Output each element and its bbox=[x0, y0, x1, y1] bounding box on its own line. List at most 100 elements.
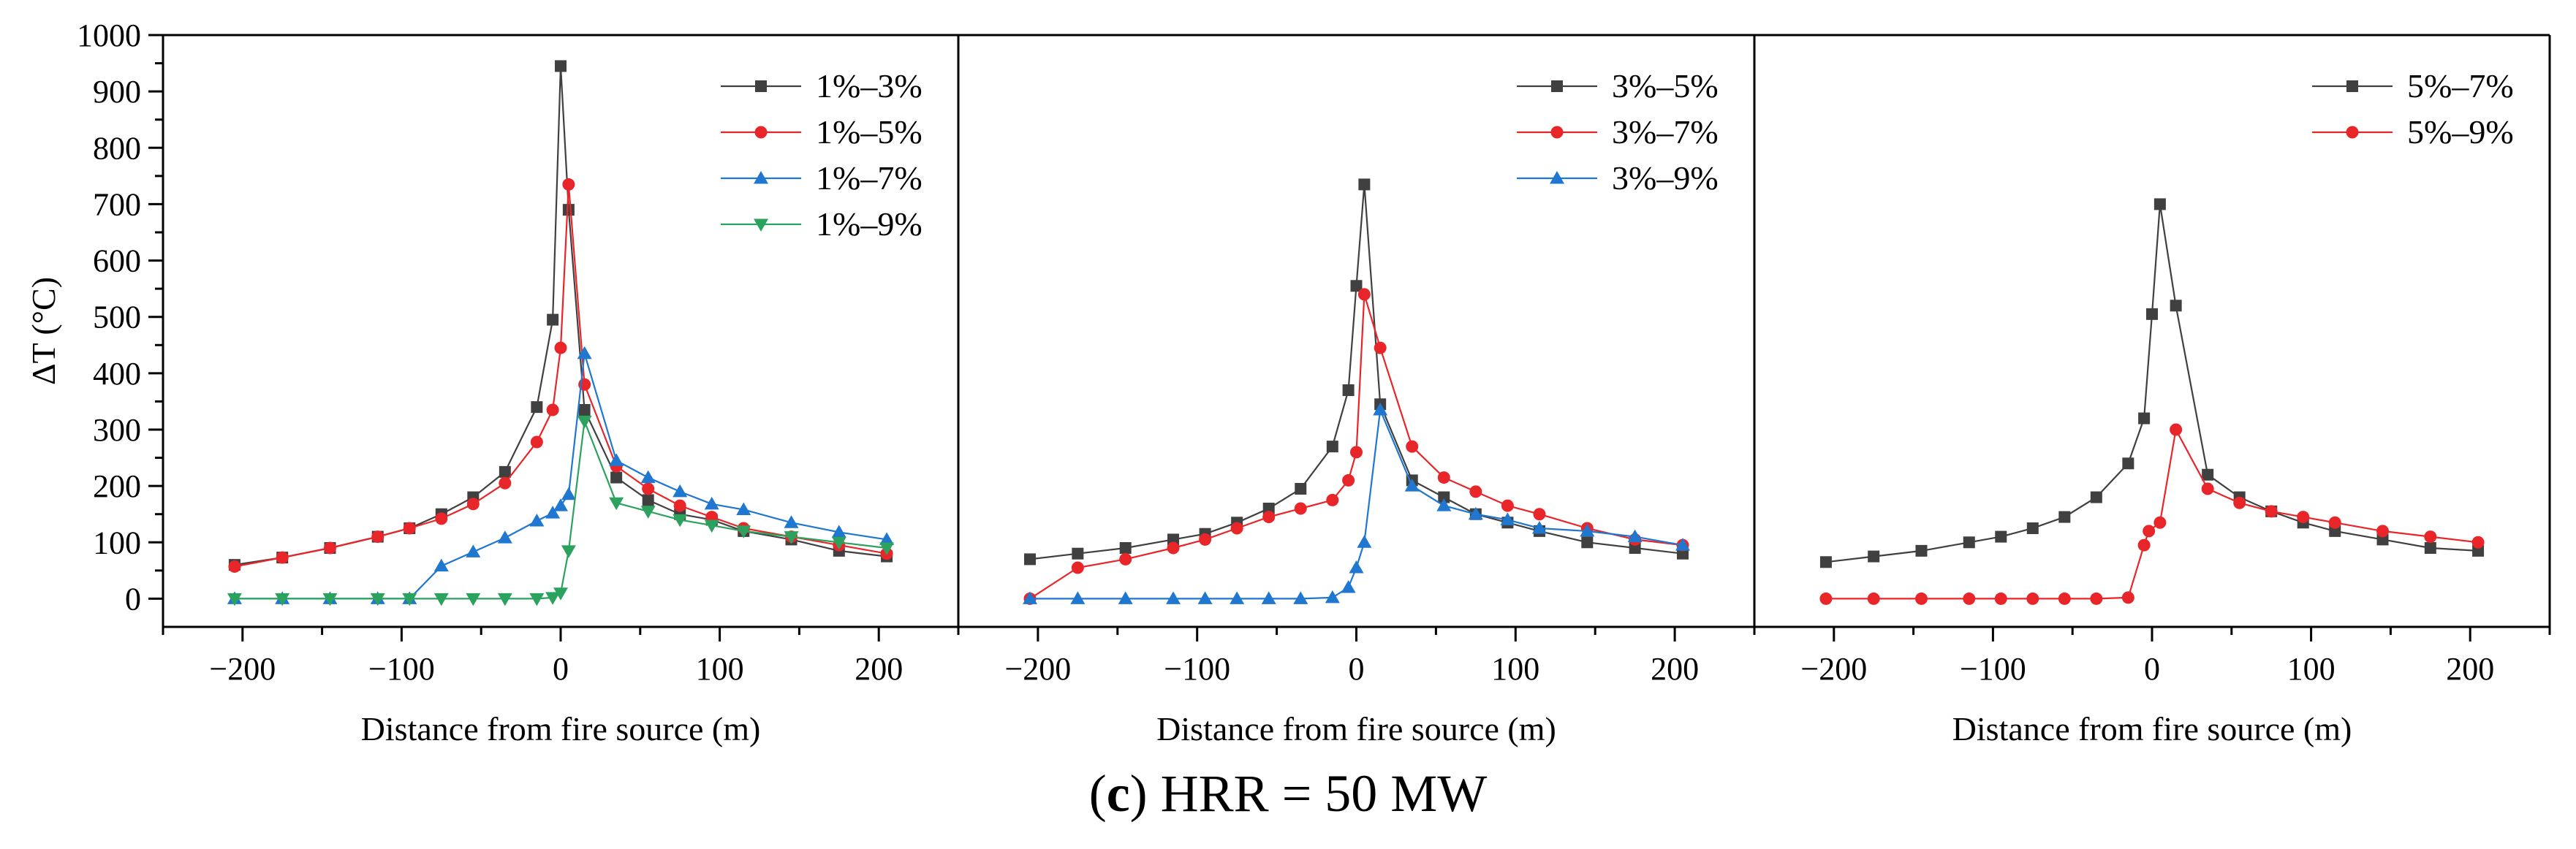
data-point bbox=[1119, 542, 1132, 554]
data-point bbox=[704, 496, 719, 510]
data-point bbox=[545, 592, 561, 605]
data-point bbox=[1994, 592, 2007, 605]
data-point bbox=[466, 593, 481, 606]
series-1 bbox=[228, 60, 893, 571]
data-point bbox=[1404, 479, 1420, 492]
data-point bbox=[1468, 506, 1483, 520]
x-tick-label: −100 bbox=[368, 651, 435, 687]
data-point bbox=[1341, 580, 1356, 593]
data-point bbox=[1629, 542, 1641, 554]
data-point bbox=[547, 313, 559, 326]
y-axis-label: ΔT (°C) bbox=[25, 277, 62, 385]
y-tick-label: 200 bbox=[93, 468, 141, 504]
legend-label: 5%–7% bbox=[2407, 67, 2514, 104]
data-point bbox=[1436, 498, 1452, 511]
data-point bbox=[1627, 529, 1643, 543]
data-point bbox=[546, 403, 559, 416]
x-tick-label: −200 bbox=[1004, 651, 1071, 687]
data-point bbox=[433, 558, 449, 572]
data-point bbox=[1262, 503, 1275, 514]
data-point bbox=[673, 484, 688, 498]
data-point bbox=[562, 204, 575, 216]
data-point bbox=[2026, 592, 2039, 605]
data-point bbox=[1295, 483, 1307, 495]
x-tick-label: 200 bbox=[1651, 651, 1699, 687]
data-point bbox=[1580, 523, 1595, 537]
data-point bbox=[2233, 496, 2246, 509]
series-line bbox=[234, 66, 887, 566]
y-tick-label: 0 bbox=[125, 581, 141, 617]
legend-label: 1%–7% bbox=[816, 159, 923, 197]
data-point bbox=[1350, 446, 1363, 459]
x-tick-label: 0 bbox=[553, 651, 569, 687]
legend-label: 1%–3% bbox=[816, 67, 923, 104]
legend-marker bbox=[754, 218, 768, 232]
legend-marker bbox=[1551, 80, 1563, 92]
data-point bbox=[1374, 341, 1387, 354]
data-point bbox=[1293, 591, 1308, 604]
data-point bbox=[323, 541, 336, 555]
x-tick-label: −100 bbox=[1164, 651, 1230, 687]
data-point bbox=[1373, 403, 1388, 416]
data-point bbox=[2122, 457, 2134, 470]
data-point bbox=[2376, 533, 2389, 546]
data-point bbox=[2202, 468, 2214, 481]
data-point bbox=[227, 593, 242, 606]
data-point bbox=[2090, 491, 2102, 503]
data-point bbox=[2201, 482, 2214, 495]
x-tick-label: 100 bbox=[696, 651, 744, 687]
series-line bbox=[1825, 204, 2479, 563]
data-point bbox=[879, 542, 895, 555]
data-point bbox=[2376, 525, 2390, 538]
data-point bbox=[1914, 592, 1928, 605]
data-point bbox=[529, 513, 545, 527]
data-point bbox=[1342, 384, 1355, 396]
series-2 bbox=[228, 178, 893, 573]
x-tick-label: −200 bbox=[1800, 651, 1867, 687]
data-point bbox=[2138, 412, 2151, 424]
data-point bbox=[553, 498, 568, 511]
legend-label: 3%–9% bbox=[1612, 159, 1719, 197]
series-line bbox=[234, 353, 887, 600]
caption-text: HRR = 50 MW bbox=[1160, 764, 1488, 823]
legend: 1%–3% 1%–5% 1%–7% 1%–9% bbox=[721, 67, 923, 243]
legend-label: 3%–7% bbox=[1612, 113, 1719, 151]
data-point bbox=[2424, 542, 2436, 554]
data-point bbox=[2424, 530, 2437, 544]
y-tick-label: 900 bbox=[93, 74, 141, 110]
legend: 3%–5% 3%–7% 3%–9% bbox=[1517, 67, 1719, 197]
data-point bbox=[2153, 198, 2166, 210]
data-point bbox=[1230, 522, 1243, 535]
figure-caption: (c) HRR = 50 MW bbox=[1088, 764, 1488, 823]
data-point bbox=[673, 514, 688, 528]
data-point bbox=[275, 593, 290, 606]
data-point bbox=[1197, 591, 1213, 604]
data-point bbox=[1326, 493, 1339, 506]
data-point bbox=[1963, 592, 1976, 605]
data-point bbox=[1406, 440, 1419, 453]
data-point bbox=[1531, 521, 1547, 534]
data-point bbox=[561, 545, 576, 558]
legend-label: 1%–5% bbox=[816, 113, 923, 151]
data-point bbox=[561, 487, 576, 500]
data-point bbox=[2137, 538, 2151, 552]
data-point bbox=[2143, 525, 2156, 538]
x-axis-label: Distance from fire source (m) bbox=[361, 710, 761, 747]
legend-marker bbox=[2346, 80, 2358, 92]
data-point bbox=[609, 453, 624, 466]
data-point bbox=[2328, 516, 2341, 529]
data-point bbox=[1167, 533, 1180, 546]
series-1 bbox=[1819, 198, 2485, 568]
data-point bbox=[2058, 511, 2071, 523]
data-point bbox=[466, 544, 481, 557]
data-point bbox=[831, 525, 846, 538]
chart-panel-2: −200 −100 0 100 200 Distance from fire source… bbox=[957, 34, 1756, 747]
data-point bbox=[529, 593, 545, 606]
data-point bbox=[879, 532, 895, 545]
series-2 bbox=[1819, 423, 2485, 605]
legend-marker bbox=[755, 80, 767, 92]
data-point bbox=[1819, 556, 1832, 568]
data-point bbox=[553, 587, 568, 601]
data-point bbox=[1118, 591, 1133, 604]
